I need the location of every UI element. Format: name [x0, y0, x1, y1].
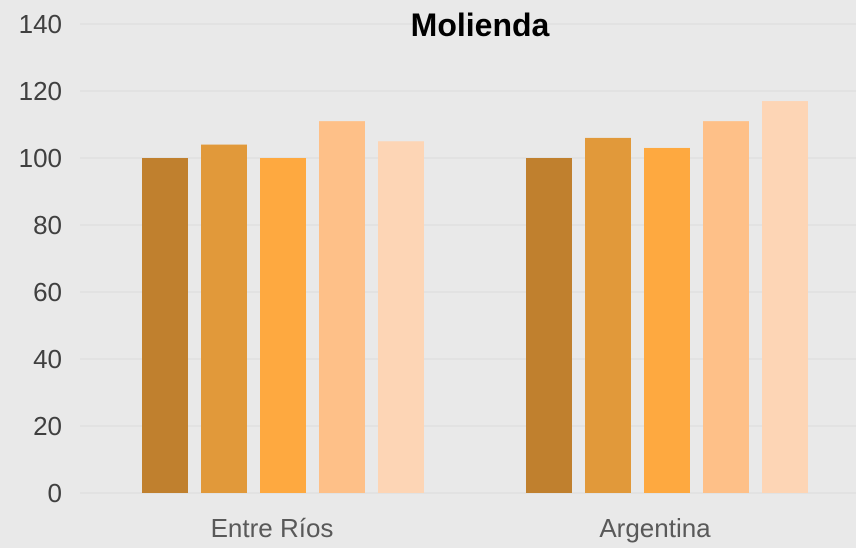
bar [585, 137, 631, 493]
x-category-label: Entre Ríos [211, 513, 334, 543]
bar [319, 121, 365, 494]
y-axis-ticks: 0 20 40 60 80 100 120 140 [19, 9, 62, 508]
bar [526, 158, 572, 493]
y-tick-label: 140 [19, 9, 62, 39]
bars [142, 101, 808, 494]
bar [201, 144, 247, 493]
x-axis-labels: Entre Ríos Argentina [211, 513, 712, 543]
y-tick-label: 20 [33, 411, 62, 441]
y-tick-label: 60 [33, 277, 62, 307]
y-tick-label: 120 [19, 76, 62, 106]
bar [762, 101, 808, 494]
chart-title: Molienda [411, 7, 550, 43]
x-category-label: Argentina [599, 513, 711, 543]
bar [378, 141, 424, 493]
bar [703, 121, 749, 494]
bar [260, 158, 306, 493]
bar [644, 147, 690, 493]
y-tick-label: 40 [33, 344, 62, 374]
y-tick-label: 100 [19, 143, 62, 173]
y-tick-label: 80 [33, 210, 62, 240]
y-tick-label: 0 [48, 478, 62, 508]
bar [142, 158, 188, 493]
